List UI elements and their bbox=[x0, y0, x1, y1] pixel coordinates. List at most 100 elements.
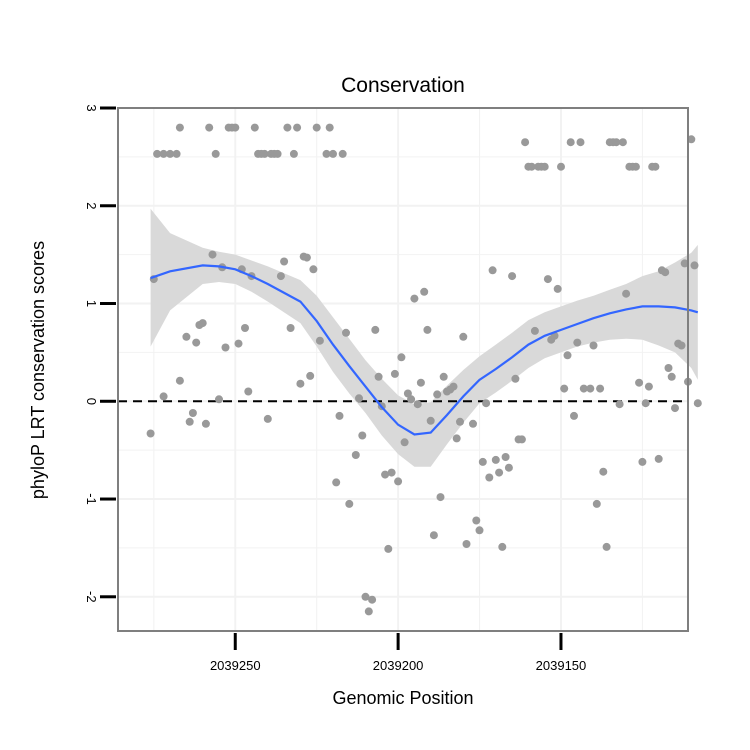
data-point bbox=[671, 404, 679, 413]
data-point bbox=[159, 149, 168, 158]
data-point bbox=[589, 341, 598, 350]
data-point bbox=[449, 382, 458, 391]
data-point bbox=[345, 499, 354, 508]
data-point bbox=[615, 400, 624, 409]
data-point bbox=[400, 438, 409, 447]
data-point bbox=[276, 272, 285, 281]
data-point bbox=[560, 384, 569, 393]
data-point bbox=[312, 123, 321, 132]
data-point bbox=[661, 268, 670, 277]
data-point bbox=[423, 325, 432, 334]
data-point bbox=[342, 328, 350, 337]
data-point bbox=[527, 162, 536, 171]
data-point bbox=[198, 319, 207, 328]
data-point bbox=[462, 540, 471, 548]
data-point bbox=[231, 123, 240, 132]
data-point bbox=[201, 419, 210, 428]
data-point bbox=[644, 382, 653, 391]
x-tick-label: 2039150 bbox=[536, 658, 587, 673]
data-point bbox=[153, 149, 162, 158]
data-point bbox=[592, 499, 601, 508]
data-point bbox=[667, 372, 676, 381]
data-point bbox=[553, 284, 562, 293]
data-point bbox=[205, 123, 214, 132]
data-point bbox=[478, 457, 487, 466]
data-point bbox=[566, 138, 575, 147]
data-point bbox=[296, 379, 305, 388]
data-point bbox=[361, 592, 370, 601]
data-point bbox=[664, 364, 673, 372]
data-point bbox=[166, 149, 175, 158]
data-point bbox=[280, 257, 289, 266]
data-point bbox=[355, 394, 363, 403]
data-point bbox=[641, 399, 650, 408]
data-point bbox=[159, 392, 168, 401]
data-point bbox=[293, 123, 302, 132]
data-point bbox=[557, 162, 565, 171]
y-tick-label: -2 bbox=[84, 591, 99, 603]
data-point bbox=[596, 384, 605, 393]
chart-title: Conservation bbox=[341, 74, 465, 97]
data-point bbox=[306, 371, 315, 380]
data-point bbox=[387, 468, 396, 477]
smooth-line bbox=[150, 264, 699, 436]
data-point bbox=[687, 135, 696, 144]
x-tick-label: 2039200 bbox=[373, 658, 424, 673]
data-point bbox=[459, 332, 468, 341]
data-point bbox=[488, 266, 497, 275]
data-point bbox=[602, 542, 611, 551]
confidence-ribbon-layer bbox=[150, 208, 698, 467]
data-point bbox=[693, 399, 702, 408]
data-point bbox=[289, 149, 298, 158]
data-point bbox=[208, 250, 217, 259]
data-point bbox=[182, 332, 191, 341]
data-point bbox=[498, 542, 507, 551]
data-point bbox=[175, 376, 184, 385]
data-point bbox=[504, 463, 513, 472]
y-tick-label: 2 bbox=[84, 202, 99, 209]
data-point bbox=[244, 387, 253, 396]
data-point bbox=[570, 411, 578, 420]
data-point bbox=[250, 123, 259, 132]
data-point bbox=[335, 411, 344, 420]
data-point bbox=[146, 429, 155, 438]
data-point bbox=[654, 454, 663, 463]
plot-frame bbox=[117, 107, 689, 632]
data-point bbox=[429, 531, 438, 540]
data-point bbox=[612, 138, 621, 147]
data-point bbox=[221, 343, 230, 352]
data-point bbox=[631, 162, 640, 171]
data-point bbox=[394, 477, 403, 486]
data-point bbox=[472, 516, 481, 525]
data-point bbox=[371, 325, 380, 334]
y-tick-label: 3 bbox=[84, 104, 99, 111]
data-point bbox=[234, 339, 243, 348]
data-point bbox=[410, 294, 419, 303]
data-point bbox=[677, 341, 686, 350]
data-point bbox=[456, 417, 464, 426]
y-tick-label: -1 bbox=[84, 493, 99, 505]
data-point bbox=[482, 399, 491, 408]
data-point bbox=[215, 395, 223, 404]
data-point bbox=[384, 544, 393, 553]
data-point bbox=[543, 275, 552, 284]
y-axis-label: phyloP LRT conservation scores bbox=[28, 241, 48, 499]
grid bbox=[118, 108, 688, 631]
data-point bbox=[475, 526, 484, 535]
data-point bbox=[309, 265, 318, 274]
data-point bbox=[635, 378, 644, 387]
data-point bbox=[573, 338, 582, 347]
x-axis: 2039250 2039200 2039150 bbox=[210, 633, 586, 673]
data-point bbox=[260, 149, 269, 158]
data-point bbox=[315, 336, 324, 345]
data-point bbox=[439, 372, 448, 381]
data-point bbox=[622, 289, 631, 298]
data-point bbox=[374, 372, 383, 381]
data-point bbox=[521, 138, 530, 147]
data-point bbox=[690, 261, 699, 270]
data-point bbox=[241, 324, 249, 332]
data-point bbox=[188, 409, 197, 417]
x-axis-label: Genomic Position bbox=[332, 688, 473, 708]
data-point bbox=[286, 324, 295, 332]
confidence-ribbon bbox=[150, 208, 698, 467]
